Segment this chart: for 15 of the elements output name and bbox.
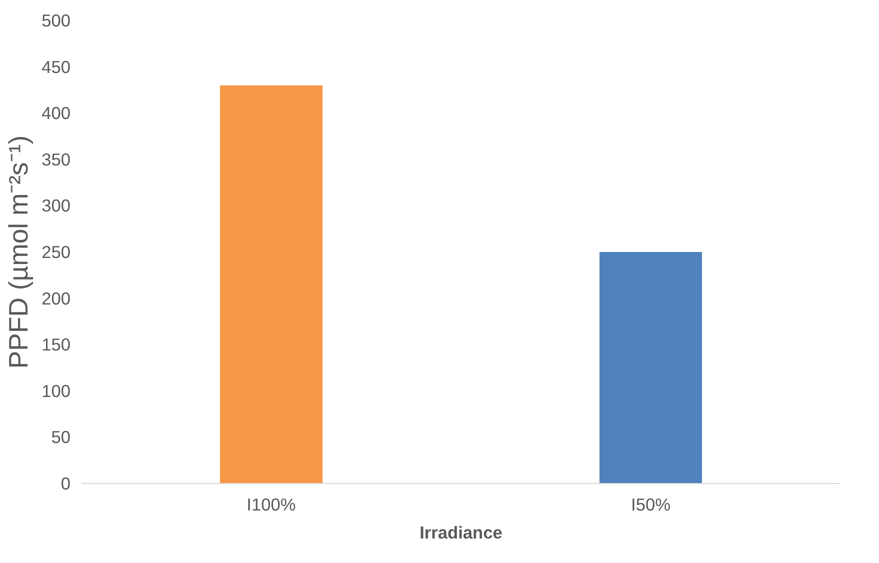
x-tick-label: I50% (631, 494, 670, 514)
y-tick-label: 0 (60, 474, 71, 494)
y-tick-label: 100 (42, 380, 71, 401)
x-tick-label: I100% (246, 494, 296, 514)
y-tick-label: 200 (42, 288, 71, 308)
y-axis-title: PPFD (µmol m⁻²s⁻¹) (4, 135, 34, 369)
y-tick-label: 450 (42, 56, 71, 77)
y-tick-label: 350 (42, 149, 71, 170)
y-tick-label: 50 (51, 427, 71, 448)
y-tick-label: 400 (42, 103, 71, 124)
y-tick-label: 500 (42, 10, 71, 30)
y-tick-label: 150 (42, 334, 71, 355)
x-axis-title: Irradiance (420, 522, 503, 542)
y-tick-label: 300 (42, 196, 71, 216)
y-tick-label: 250 (42, 242, 71, 262)
